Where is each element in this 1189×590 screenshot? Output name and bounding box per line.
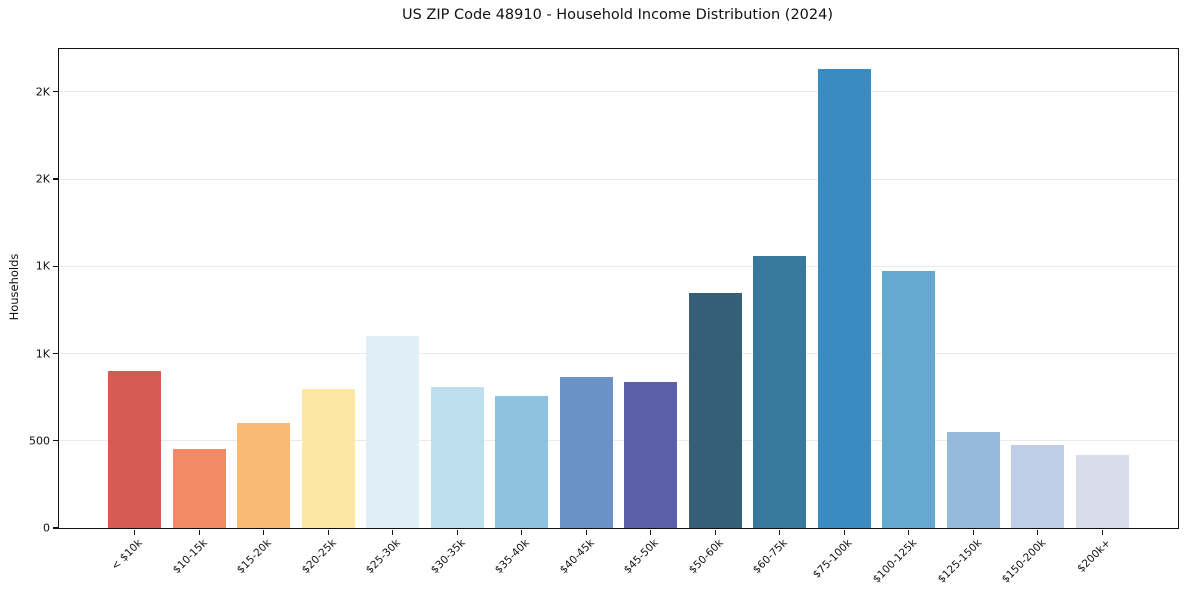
bar-$75-100k xyxy=(817,69,871,528)
bar-$35-40k xyxy=(495,396,549,528)
x-tick-label: $15-20k xyxy=(235,537,275,577)
y-tick-mark xyxy=(52,352,58,355)
x-tick-mark xyxy=(134,529,136,535)
x-tick-label: $75-100k xyxy=(810,537,855,581)
y-tick-mark xyxy=(52,178,58,180)
x-tick-mark xyxy=(779,529,781,535)
x-tick-mark xyxy=(198,529,200,535)
x-tick-label: $10-15k xyxy=(170,537,210,577)
bar-$10-15k xyxy=(172,449,226,528)
y-tick-label: 1K xyxy=(35,347,50,360)
y-tick-mark xyxy=(52,265,58,267)
x-tick-mark xyxy=(263,529,265,535)
x-tick-mark xyxy=(650,529,652,535)
x-tick-label: $35-40k xyxy=(493,537,533,577)
y-tick-mark xyxy=(52,440,58,442)
x-tick-mark xyxy=(972,529,974,535)
x-tick-label: $30-35k xyxy=(428,537,468,577)
bar-$30-35k xyxy=(430,386,484,528)
x-tick-label: < $10k xyxy=(109,537,146,573)
x-tick-mark xyxy=(1037,529,1039,535)
x-tick-mark xyxy=(392,529,394,535)
y-tick-mark xyxy=(52,527,58,529)
x-tick-label: $100-125k xyxy=(870,537,920,586)
x-tick-mark xyxy=(714,529,716,535)
plot-area: 0 500 1K 1K 2K 2K < $10k $10-15k $15-20k $20-25k $… xyxy=(29,48,1179,586)
x-tick-label: $40-45k xyxy=(557,537,597,577)
y-tick-label: 2K xyxy=(35,85,50,99)
x-tick-label: $200k+ xyxy=(1074,537,1113,575)
x-tick-label: $20-25k xyxy=(299,537,339,577)
y-tick-label: 500 xyxy=(29,434,50,448)
x-tick-label: $60-75k xyxy=(751,537,791,577)
chart-title: US ZIP Code 48910 - Household Income Dis… xyxy=(401,7,834,23)
x-tick-label: $125-150k xyxy=(935,537,984,586)
x-tick-label: $150-200k xyxy=(999,537,1049,586)
y-tick-label: 0 xyxy=(43,521,50,535)
x-tick-mark xyxy=(1101,529,1103,535)
bar-$25-30k xyxy=(366,336,420,528)
bar-$200k+ xyxy=(1075,454,1129,528)
x-tick-label: $25-30k xyxy=(364,537,404,577)
x-tick-mark xyxy=(843,529,845,535)
bar-$20-25k xyxy=(301,389,355,528)
bar-$125-150k xyxy=(946,432,1000,528)
x-tick-mark xyxy=(585,529,587,535)
y-tick-label: 2K xyxy=(35,172,50,186)
bar-$50-60k xyxy=(688,293,742,528)
gridline-500 xyxy=(59,440,1178,442)
bar-$45-50k xyxy=(624,382,678,528)
bar-< $10k xyxy=(108,370,162,528)
bar-$60-75k xyxy=(753,255,807,528)
bar-$150-200k xyxy=(1011,445,1065,528)
x-tick-mark xyxy=(908,529,910,535)
x-tick-label: $50-60k xyxy=(686,537,726,577)
gridline-2K xyxy=(59,178,1178,180)
gridline-1K xyxy=(59,353,1178,354)
bar-$15-20k xyxy=(237,423,291,528)
x-tick-label: $45-50k xyxy=(622,537,662,577)
x-tick-mark xyxy=(521,529,523,535)
x-tick-mark xyxy=(456,529,458,535)
y-tick-mark xyxy=(52,91,58,93)
gridline-1K xyxy=(59,265,1178,267)
bar-$100-125k xyxy=(882,270,936,528)
gridline-2K xyxy=(59,91,1178,93)
y-tick-label: 1K xyxy=(35,259,50,273)
bar-$40-45k xyxy=(559,377,613,528)
x-tick-mark xyxy=(327,529,329,535)
y-axis-label: Households xyxy=(7,253,21,321)
